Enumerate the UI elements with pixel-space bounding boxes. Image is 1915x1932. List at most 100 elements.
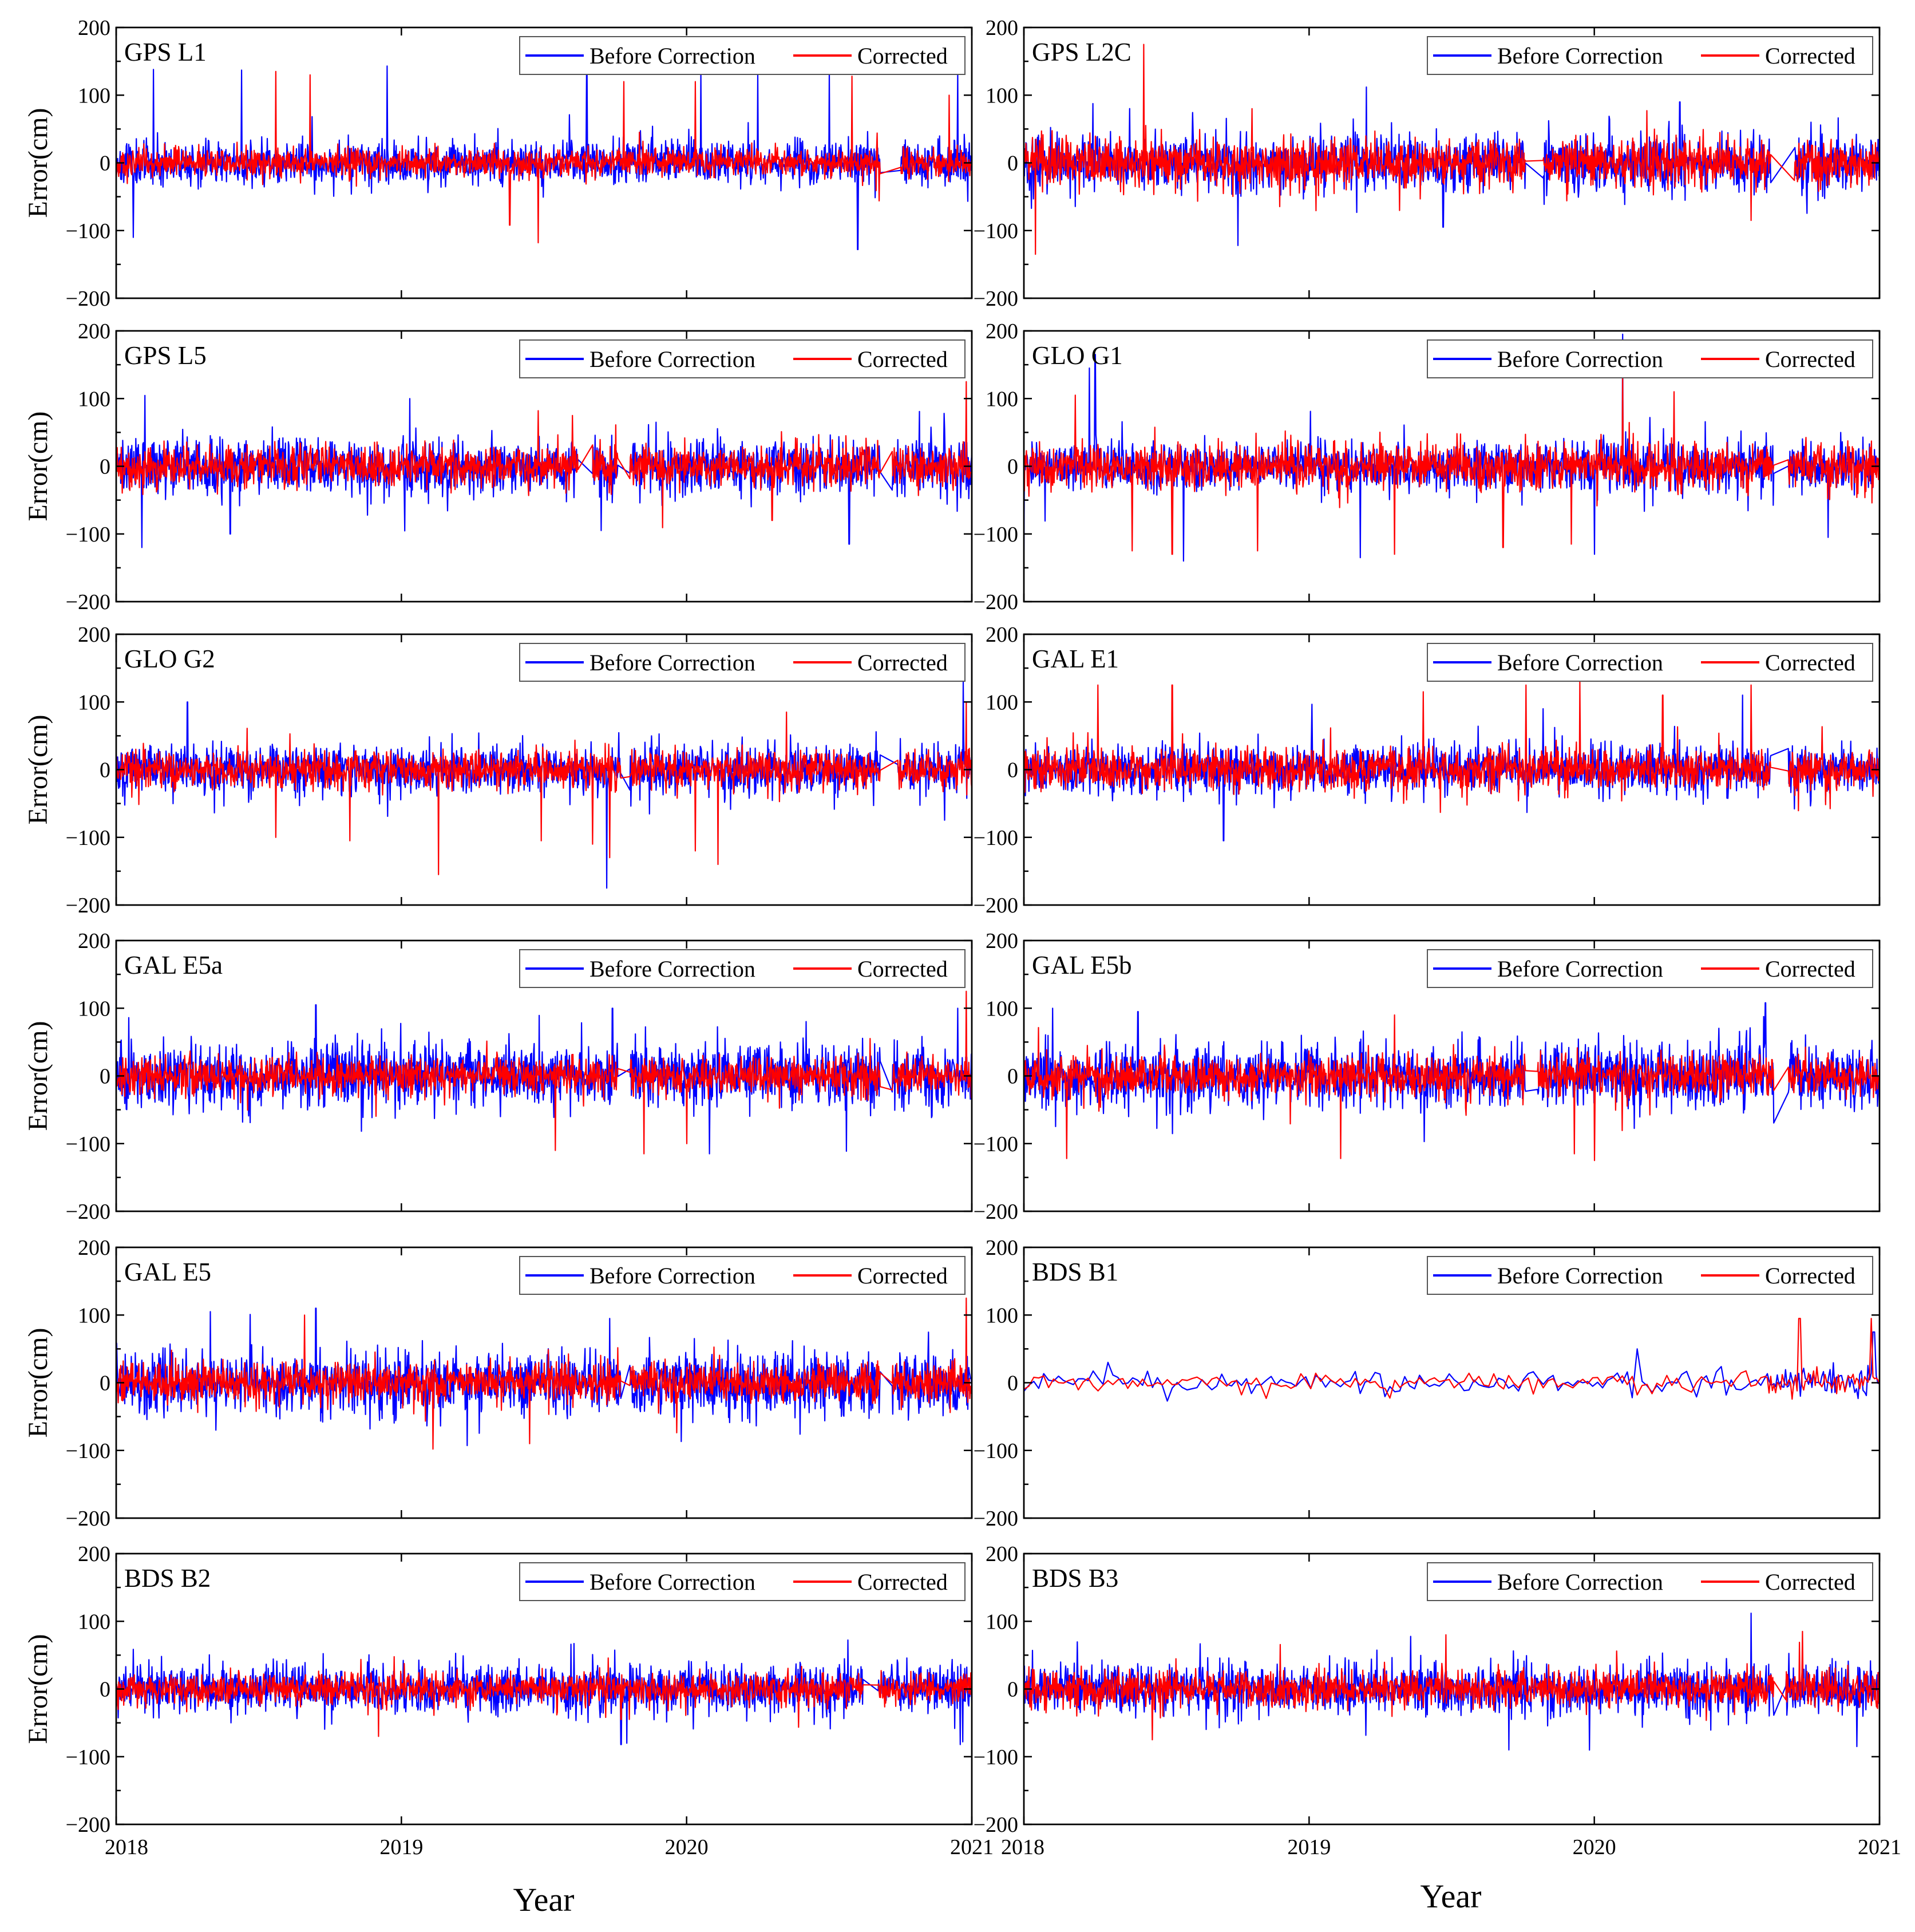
legend: Before Correction Corrected [519, 949, 966, 988]
y-tick-label: −100 [974, 1132, 1018, 1156]
y-tick-label: 100 [986, 387, 1018, 411]
series-group [116, 1639, 972, 1745]
panel-bds-b1: 200 100 0 −100 −200 BDS B1 Before Correction Co… [974, 1236, 1881, 1531]
legend: Before Correction Corrected [519, 1256, 966, 1295]
y-tick-label: 200 [78, 319, 110, 343]
legend-label-corrected: Corrected [857, 1263, 948, 1289]
series-group [1024, 681, 1880, 841]
x-axis-label-right: Year [1421, 1878, 1482, 1915]
series-line-corrected [1024, 377, 1880, 555]
series-group [116, 381, 972, 548]
x-tick-label: 2020 [1573, 1835, 1616, 1859]
y-tick-label: 0 [100, 152, 110, 176]
legend-label-before: Before Correction [589, 1569, 755, 1595]
y-tick-label: −100 [66, 219, 110, 243]
legend: Before Correction Corrected [519, 643, 966, 682]
series-line-corrected [116, 701, 972, 875]
panel-title: GLO G1 [1032, 341, 1123, 370]
y-tick-label: −200 [974, 1813, 1018, 1837]
y-tick-label: −100 [974, 219, 1018, 243]
y-tick-label: 200 [986, 1236, 1018, 1260]
y-tick-label: −200 [66, 894, 110, 918]
x-tick-label: 2018 [105, 1835, 148, 1859]
legend-label-corrected: Corrected [1765, 956, 1855, 982]
x-tick-label: 2018 [1001, 1835, 1044, 1859]
panel-title: GAL E1 [1032, 645, 1119, 673]
y-tick-label: −200 [66, 590, 110, 614]
series-group [116, 681, 972, 889]
series-group [116, 990, 972, 1155]
legend-box [1427, 1256, 1873, 1295]
y-tick-label: 0 [100, 1065, 110, 1089]
legend-label-before: Before Correction [1497, 650, 1663, 675]
x-tick-label: 2019 [1287, 1835, 1331, 1859]
y-tick-label: 0 [1007, 1678, 1018, 1702]
y-tick-label: 200 [986, 319, 1018, 343]
y-tick-label: −100 [66, 1132, 110, 1156]
series-group [1024, 1613, 1880, 1751]
x-tick-label: 2021 [950, 1835, 994, 1859]
legend-box [519, 643, 966, 682]
panel-gps-l1: 200 100 0 −100 −200 GPS L1 Before Correction Co… [23, 16, 973, 311]
panel-title: GPS L1 [124, 38, 207, 66]
y-tick-label: −200 [974, 590, 1018, 614]
legend-label-before: Before Correction [589, 1263, 755, 1289]
panel-gal-e5a: 200 100 0 −100 −200 GAL E5a Before Correction C… [23, 929, 973, 1224]
legend-box [1427, 643, 1873, 682]
y-tick-label: 100 [986, 690, 1018, 714]
y-axis-label: Error(cm) [23, 108, 53, 218]
y-tick-label: −200 [974, 1200, 1018, 1224]
legend-label-before: Before Correction [1497, 43, 1663, 69]
panel-glo-g2: 200 100 0 −100 −200 GLO G2 Before Correction Co… [23, 623, 973, 918]
legend-label-corrected: Corrected [1765, 1569, 1855, 1595]
series-group [116, 1297, 972, 1450]
series-line-corrected [1024, 44, 1880, 255]
y-tick-label: 200 [78, 1542, 110, 1566]
panel-title: BDS B3 [1032, 1564, 1118, 1593]
panel-title: GAL E5b [1032, 951, 1132, 979]
series-group [1024, 44, 1880, 255]
legend-label-before: Before Correction [1497, 1569, 1663, 1595]
y-tick-label: 0 [1007, 152, 1018, 176]
y-tick-label: 200 [78, 929, 110, 953]
legend: Before Correction Corrected [519, 1562, 966, 1601]
y-tick-label: 100 [78, 997, 110, 1021]
series-line-corrected [116, 381, 972, 528]
y-axis-label: Error(cm) [23, 1634, 53, 1744]
panel-title: GAL E5 [124, 1258, 211, 1286]
x-axis-label-left: Year [513, 1881, 575, 1918]
panel-gal-e5b: 200 100 0 −100 −200 GAL E5b Before Correction C… [974, 929, 1881, 1224]
series-line-corrected [116, 1656, 972, 1737]
series-group [1024, 1318, 1880, 1402]
legend-label-corrected: Corrected [857, 43, 948, 69]
series-group [1024, 333, 1880, 562]
legend: Before Correction Corrected [519, 339, 966, 378]
legend: Before Correction Corrected [1427, 339, 1873, 378]
legend-label-corrected: Corrected [1765, 1263, 1855, 1289]
series-line-corrected [116, 990, 972, 1155]
x-tick-label: 2021 [1858, 1835, 1901, 1859]
y-axis-label: Error(cm) [23, 715, 53, 825]
y-tick-label: −100 [974, 826, 1018, 850]
y-tick-label: 100 [986, 1303, 1018, 1327]
y-tick-label: 200 [986, 623, 1018, 647]
legend-label-corrected: Corrected [857, 346, 948, 372]
panel-gal-e5: 200 100 0 −100 −200 GAL E5 Before Correction Co… [23, 1236, 973, 1531]
legend-box [1427, 949, 1873, 988]
panel-title: GLO G2 [124, 645, 215, 673]
series-line-corrected [116, 1297, 972, 1450]
y-tick-label: 100 [78, 387, 110, 411]
y-tick-label: 200 [986, 1542, 1018, 1566]
y-tick-label: 0 [100, 455, 110, 479]
legend-box [519, 949, 966, 988]
legend-label-before: Before Correction [589, 956, 755, 982]
y-tick-label: 200 [986, 929, 1018, 953]
legend: Before Correction Corrected [1427, 1256, 1873, 1295]
y-tick-label: −200 [974, 287, 1018, 311]
legend-label-before: Before Correction [1497, 346, 1663, 372]
x-tick-label: 2019 [379, 1835, 423, 1859]
legend-box [1427, 1562, 1873, 1601]
